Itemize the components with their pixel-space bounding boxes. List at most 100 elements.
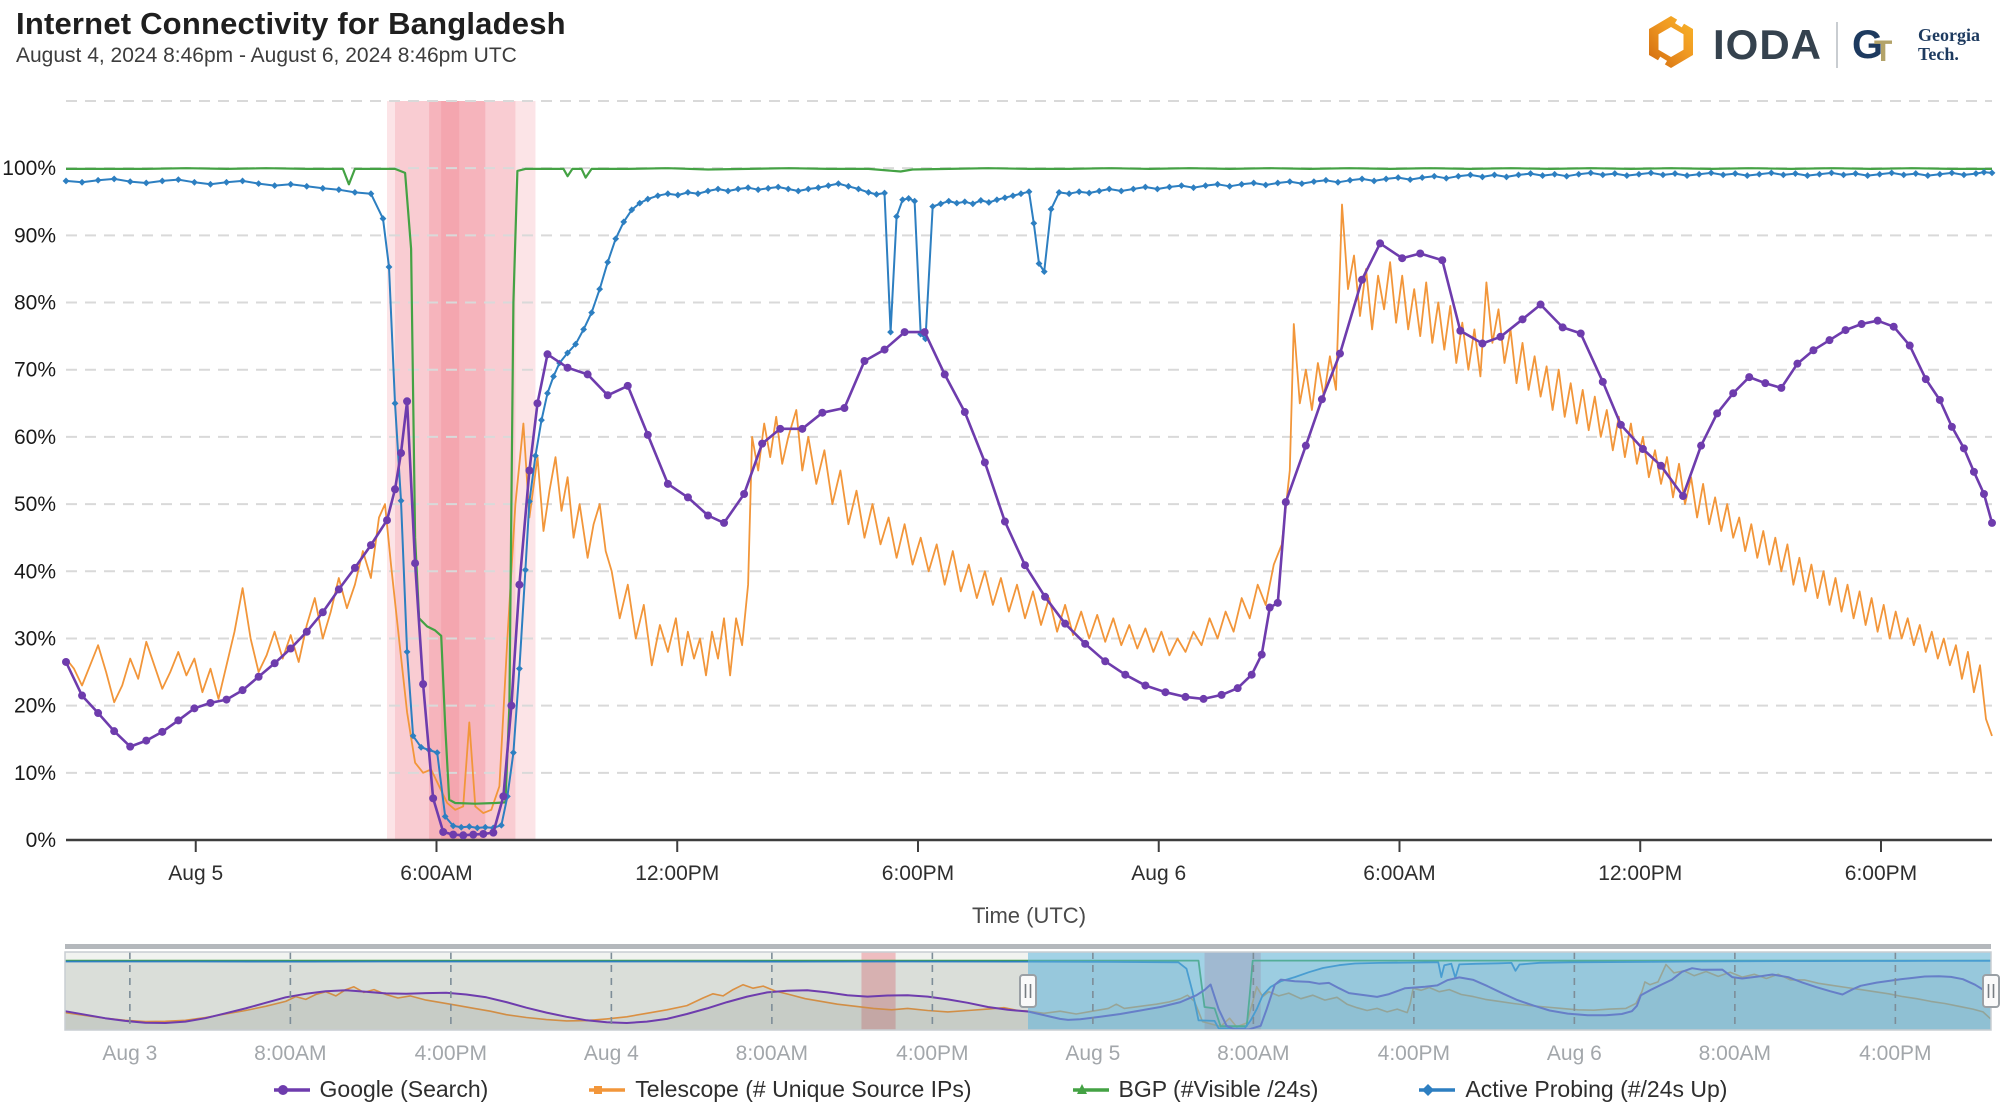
legend-item-bgp[interactable]: BGP (#Visible /24s) bbox=[1072, 1076, 1318, 1103]
navigator-selected-range[interactable] bbox=[1028, 952, 1991, 1030]
logo-divider bbox=[1836, 21, 1839, 68]
google-data-point bbox=[1825, 336, 1834, 345]
google-data-point bbox=[439, 827, 448, 836]
active_probing-data-point bbox=[881, 189, 888, 197]
google-data-point bbox=[543, 350, 552, 359]
google-data-point bbox=[1638, 445, 1647, 454]
google-data-point bbox=[525, 466, 534, 475]
legend-item-google[interactable]: Google (Search) bbox=[273, 1076, 488, 1103]
navigator-scrollbar[interactable] bbox=[65, 944, 1991, 949]
google-data-point bbox=[583, 370, 592, 379]
active_probing-data-point bbox=[774, 183, 782, 191]
active_probing-data-point bbox=[1980, 168, 1988, 176]
google-data-point bbox=[1181, 692, 1190, 701]
active_probing-data-point bbox=[1178, 182, 1185, 190]
google-data-point bbox=[190, 704, 199, 713]
bgp-series-line bbox=[66, 167, 1992, 805]
y-tick-label: 40% bbox=[14, 560, 56, 583]
navigator-tick-label: 4:00PM bbox=[415, 1042, 487, 1065]
google-data-point bbox=[515, 580, 524, 589]
legend-item-active_probing[interactable]: Active Probing (#/24s Up) bbox=[1418, 1076, 1727, 1103]
active_probing-data-point bbox=[612, 235, 620, 243]
google-data-point bbox=[900, 328, 909, 337]
navigator-handle-left[interactable] bbox=[1019, 974, 1037, 1008]
active_probing-data-point bbox=[303, 182, 311, 190]
y-tick-label: 60% bbox=[14, 426, 56, 449]
active_probing-data-point bbox=[1828, 169, 1835, 177]
active_probing-data-point bbox=[1551, 170, 1559, 178]
active_probing-data-point bbox=[1503, 173, 1510, 181]
active_probing-data-point bbox=[1202, 182, 1209, 190]
active_probing-data-point bbox=[271, 182, 279, 190]
active_probing-data-point bbox=[397, 497, 405, 505]
y-tick-label: 50% bbox=[14, 493, 56, 516]
active_probing-data-point bbox=[509, 749, 517, 757]
navigator-chart[interactable]: Aug 3 8:00AM 4:00PM Aug 4 8:00AM 4:00PM Aug 5 8… bbox=[0, 925, 2000, 1085]
active_probing-data-point bbox=[784, 185, 792, 193]
active_probing-data-point bbox=[158, 177, 166, 185]
active_probing-data-point bbox=[1900, 171, 1908, 179]
google-data-point bbox=[62, 657, 70, 666]
active_probing-data-point bbox=[174, 176, 182, 184]
active_probing-data-point bbox=[1623, 172, 1631, 179]
navigator-tick-label: 4:00PM bbox=[1378, 1042, 1450, 1065]
y-tick-label: 10% bbox=[14, 762, 56, 785]
active_probing-data-point bbox=[1009, 192, 1017, 200]
active_probing-data-point bbox=[1791, 170, 1799, 177]
active_probing-data-point bbox=[714, 185, 722, 193]
active_probing-data-point bbox=[588, 309, 596, 317]
active_probing-data-point bbox=[1105, 185, 1113, 193]
active_probing-data-point bbox=[409, 732, 417, 740]
google-data-point bbox=[1761, 379, 1770, 388]
google-data-point bbox=[489, 828, 498, 837]
active_probing-data-point bbox=[945, 197, 953, 205]
google-data-point bbox=[840, 404, 849, 413]
active_probing-data-point bbox=[1479, 173, 1486, 181]
active_probing-data-point bbox=[1035, 260, 1043, 267]
active_probing-data-point bbox=[287, 180, 295, 188]
active_probing-data-point bbox=[1972, 170, 1980, 177]
legend-item-telescope[interactable]: Telescope (# Unique Source IPs) bbox=[588, 1076, 972, 1103]
google-data-point bbox=[383, 516, 391, 525]
page-title: Internet Connectivity for Bangladesh bbox=[16, 6, 566, 41]
active_probing-data-point bbox=[1611, 170, 1619, 177]
active_probing-data-point bbox=[1075, 188, 1083, 196]
google-legend-marker-icon bbox=[273, 1084, 310, 1095]
active_probing-data-point bbox=[255, 180, 262, 188]
google-data-point bbox=[1656, 461, 1665, 470]
x-tick-label: 6:00PM bbox=[882, 862, 954, 885]
active_probing-data-point bbox=[993, 196, 1001, 204]
active_probing-data-point bbox=[744, 184, 752, 192]
active_probing-data-point bbox=[1065, 190, 1073, 198]
google-data-point bbox=[1438, 256, 1447, 265]
google-data-point bbox=[1729, 389, 1738, 398]
active_probing-data-point bbox=[596, 285, 604, 293]
active_probing-data-point bbox=[532, 452, 539, 460]
active_probing-data-point bbox=[1025, 188, 1033, 196]
google-data-point bbox=[397, 449, 406, 458]
active_probing-data-point bbox=[620, 218, 628, 226]
google-data-point bbox=[1809, 346, 1818, 355]
active_probing-data-point bbox=[1310, 178, 1318, 186]
active_probing-data-point bbox=[1731, 170, 1739, 177]
y-tick-label: 20% bbox=[14, 695, 56, 718]
google-data-point bbox=[1000, 517, 1009, 526]
active_probing-data-point bbox=[961, 198, 969, 206]
active_probing-data-point bbox=[516, 665, 523, 673]
active_probing-data-point bbox=[207, 180, 214, 188]
google-data-point bbox=[758, 439, 767, 448]
active_probing-data-point bbox=[78, 178, 86, 186]
active_probing-data-point bbox=[1647, 169, 1655, 177]
active_probing-data-point bbox=[1040, 268, 1048, 276]
main-connectivity-chart[interactable]: Aug 5 6:00AM 12:00PM 6:00PM Aug 6 6:00AM 12:00… bbox=[0, 85, 2000, 930]
main-chart-plot-area[interactable] bbox=[66, 101, 1992, 840]
google-data-point bbox=[704, 511, 712, 520]
active_probing-data-point bbox=[1767, 169, 1775, 177]
google-data-point bbox=[1598, 377, 1607, 386]
navigator-handle-right[interactable] bbox=[1982, 974, 2000, 1008]
google-data-point bbox=[334, 585, 343, 594]
google-data-point bbox=[1496, 332, 1505, 341]
google-data-point bbox=[920, 328, 929, 337]
google-data-point bbox=[1793, 359, 1802, 368]
